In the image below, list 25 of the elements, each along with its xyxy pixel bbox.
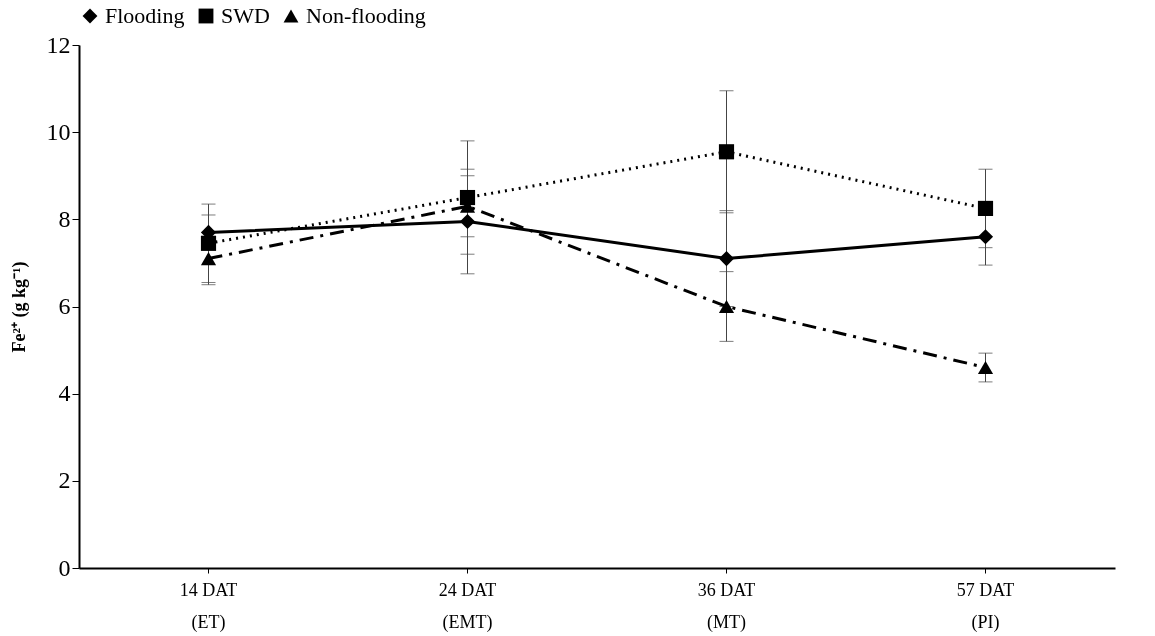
y-axis-title: Fe²⁺ (g kg⁻¹) — [8, 261, 30, 353]
y-tick-label: 0 — [58, 554, 71, 581]
y-tick-label: 6 — [58, 293, 71, 319]
y-tick-label: 12 — [46, 31, 71, 58]
y-tick-label: 8 — [58, 205, 71, 232]
x-tick-label: 24 DAT (EMT) — [438, 579, 497, 633]
point — [977, 360, 994, 375]
legend-label: SWD — [221, 3, 270, 28]
point — [459, 213, 476, 230]
point — [718, 144, 735, 160]
point — [459, 189, 476, 206]
y-tick-label: 10 — [46, 118, 71, 145]
x-tick-label: 36 DAT (MT) — [697, 579, 756, 633]
point — [977, 200, 994, 217]
point — [200, 251, 217, 266]
x-tick-label: 57 DAT (PI) — [956, 579, 1015, 633]
point — [718, 250, 735, 267]
x-tick-label: 14 DAT (ET) — [179, 579, 238, 633]
point — [977, 229, 994, 245]
legend-label: Non-flooding — [306, 3, 426, 28]
legend-label: Flooding — [105, 3, 185, 28]
point — [200, 235, 217, 251]
point — [718, 299, 735, 314]
y-tick-label: 4 — [58, 380, 71, 407]
y-tick-label: 2 — [58, 467, 71, 494]
